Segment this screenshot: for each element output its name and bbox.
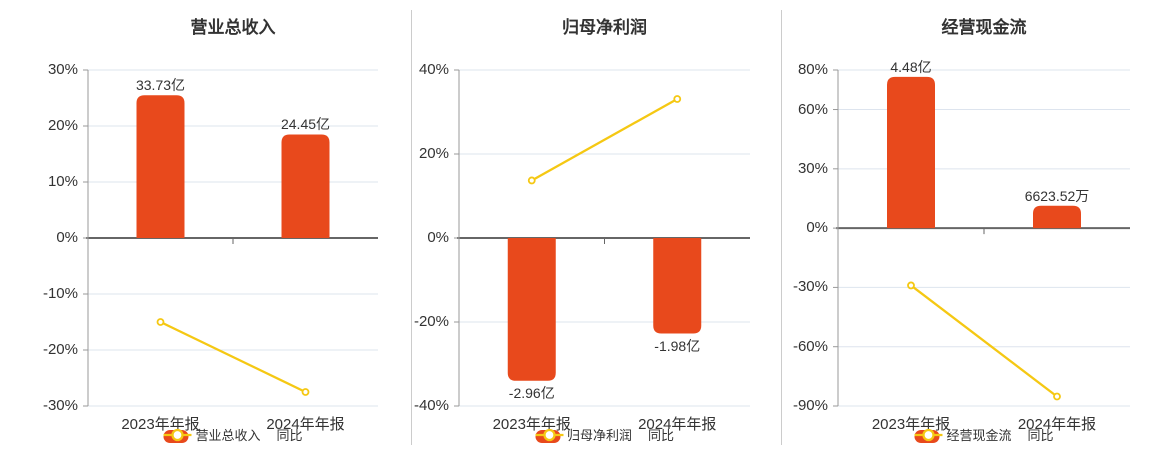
chart-title: 营业总收入 bbox=[190, 18, 276, 37]
legend-bar-label: 营业总收入 bbox=[195, 428, 261, 443]
bar-2024年年报[interactable] bbox=[281, 134, 330, 238]
yoy-line-point-2024年年报[interactable] bbox=[673, 95, 682, 103]
y-axis-tick-label: -20% bbox=[413, 313, 449, 330]
legend: 经营现金流 同比 bbox=[914, 428, 1054, 444]
legend-item-line-series[interactable]: 同比 bbox=[914, 428, 1054, 444]
y-axis-tick-label: -20% bbox=[42, 341, 78, 358]
y-axis-tick-label: -10% bbox=[42, 285, 78, 302]
yoy-line[interactable] bbox=[910, 284, 1058, 398]
bar-value-label: -2.96亿 bbox=[508, 384, 555, 401]
bar-value-label: -1.98亿 bbox=[654, 337, 701, 354]
legend-line-label: 同比 bbox=[1027, 428, 1054, 443]
legend-item-line-series[interactable]: 同比 bbox=[163, 428, 303, 444]
y-axis-tick-label: -30% bbox=[42, 397, 78, 414]
y-axis-tick-label: 0% bbox=[56, 229, 78, 246]
legend-bar-label: 归母净利润 bbox=[566, 428, 632, 443]
yoy-line-point-2023年年报[interactable] bbox=[156, 318, 165, 326]
x-axis-category-label: 2023年年报 bbox=[121, 416, 200, 433]
x-axis-category-label: 2023年年报 bbox=[492, 416, 571, 433]
x-axis-category-label: 2023年年报 bbox=[871, 416, 951, 433]
y-axis-tick-label: 20% bbox=[418, 145, 449, 162]
y-axis-tick-label: 30% bbox=[47, 61, 78, 78]
y-axis-tick-label: 60% bbox=[797, 100, 828, 118]
bar-value-label: 6623.52万 bbox=[1024, 187, 1090, 204]
y-axis-tick-label: 0% bbox=[806, 219, 828, 237]
y-axis-tick-label: -90% bbox=[792, 397, 828, 414]
y-axis-tick-label: 10% bbox=[47, 173, 78, 190]
y-axis-tick-label: -30% bbox=[792, 278, 828, 296]
legend-line-label: 同比 bbox=[276, 428, 303, 443]
yoy-line-point-2023年年报[interactable] bbox=[527, 176, 536, 185]
yoy-line-point-2023年年报[interactable] bbox=[907, 281, 915, 290]
bar-2023年年报[interactable] bbox=[136, 95, 185, 238]
legend-item-line-series[interactable]: 同比 bbox=[534, 428, 675, 444]
y-axis-tick-label: -40% bbox=[413, 397, 449, 414]
x-axis-category-label: 2024年年报 bbox=[1017, 416, 1097, 433]
y-axis-tick-label: 30% bbox=[797, 159, 828, 177]
bar-value-label: 4.48亿 bbox=[890, 58, 932, 75]
bar-value-label: 24.45亿 bbox=[280, 116, 331, 133]
bar-2023年年报[interactable] bbox=[887, 76, 935, 229]
y-axis-tick-label: 40% bbox=[418, 61, 449, 78]
yoy-line-point-2024年年报[interactable] bbox=[301, 388, 310, 396]
y-axis-tick-label: 20% bbox=[47, 117, 78, 134]
y-axis-tick-label: 80% bbox=[797, 61, 828, 78]
y-axis-tick-label: -60% bbox=[792, 337, 828, 355]
bar-2024年年报[interactable] bbox=[1033, 205, 1081, 229]
legend: 营业总收入 同比 bbox=[163, 428, 303, 444]
yoy-line[interactable] bbox=[160, 320, 306, 394]
legend-line-icon bbox=[914, 428, 943, 442]
legend-line-icon bbox=[534, 428, 563, 442]
bar-2023年年报[interactable] bbox=[507, 238, 556, 381]
legend: 归母净利润 同比 bbox=[534, 428, 675, 444]
bar-2024年年报[interactable] bbox=[653, 238, 702, 334]
x-axis-category-label: 2024年年报 bbox=[266, 416, 345, 433]
chart-title: 经营现金流 bbox=[941, 18, 1027, 37]
yoy-line[interactable] bbox=[531, 97, 678, 182]
y-axis-tick-label: 0% bbox=[427, 229, 449, 246]
chart-title: 归母净利润 bbox=[562, 18, 647, 37]
x-axis-category-label: 2024年年报 bbox=[638, 416, 717, 433]
yoy-line-point-2024年年报[interactable] bbox=[1053, 392, 1061, 401]
legend-line-icon bbox=[163, 428, 192, 442]
legend-line-label: 同比 bbox=[648, 428, 675, 443]
legend-bar-label: 经营现金流 bbox=[946, 428, 1012, 443]
bar-value-label: 33.73亿 bbox=[135, 77, 186, 94]
